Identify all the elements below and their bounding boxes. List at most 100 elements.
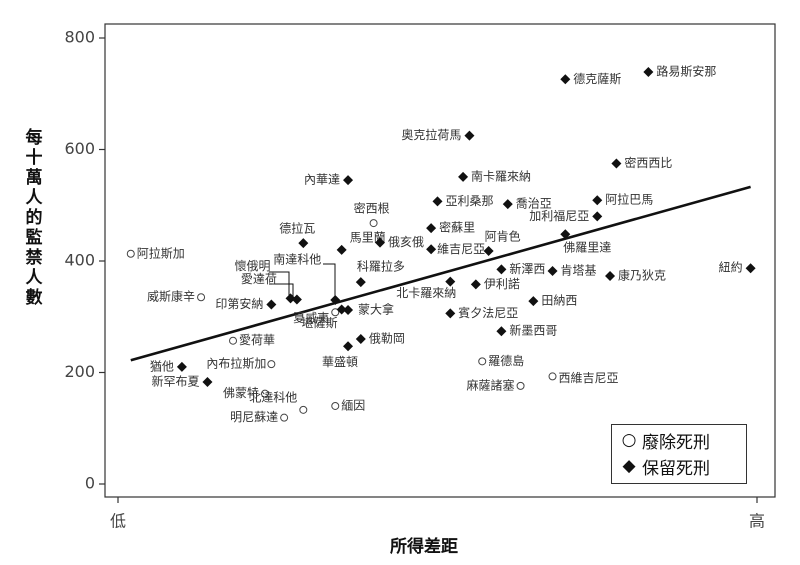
data-point-filled: [374, 237, 385, 248]
data-point-filled: [330, 295, 341, 306]
point-label: 奧克拉荷馬: [401, 127, 461, 142]
y-tick-label: 600: [64, 139, 95, 158]
data-point-open: [280, 413, 289, 422]
point-label: 密西西比: [624, 155, 672, 170]
point-label: 南卡羅來納: [471, 168, 531, 183]
point-label: 西維吉尼亞: [559, 371, 619, 385]
x-axis-label: 所得差距: [390, 537, 458, 557]
point-label: 田納西: [541, 294, 577, 308]
y-axis-label: 每十萬人的監禁人數: [25, 128, 43, 308]
point-label: 堪薩斯: [302, 316, 338, 330]
point-label: 密蘇里: [439, 220, 475, 235]
point-label: 阿肯色: [485, 229, 521, 243]
x-tick-label: 低: [110, 512, 126, 531]
legend-label-abolished: 廢除死刑: [642, 432, 710, 453]
data-point-filled: [426, 244, 437, 255]
data-point-filled: [592, 211, 603, 222]
data-point-filled: [483, 245, 494, 256]
point-label: 愛荷華: [239, 333, 275, 347]
point-label: 喬治亞: [516, 197, 552, 211]
point-label: 夏威夷: [293, 310, 329, 325]
point-label: 麻薩諸塞: [467, 377, 515, 392]
data-point-filled: [496, 326, 507, 337]
point-label: 蒙大拿: [358, 302, 394, 317]
point-label: 北卡羅來納: [396, 286, 456, 300]
point-label: 俄勒岡: [369, 332, 405, 346]
data-point-open: [260, 389, 269, 398]
point-label: 維吉尼亞: [437, 242, 485, 256]
data-point-filled: [458, 171, 469, 182]
point-label: 緬因: [341, 398, 365, 412]
data-point-filled: [560, 74, 571, 85]
point-label: 內華達: [304, 173, 340, 187]
open-circle-icon: ○: [621, 430, 637, 450]
data-point-filled: [298, 238, 309, 249]
data-point-filled: [560, 229, 571, 240]
point-label: 華盛頓: [322, 354, 358, 369]
data-point-open: [331, 308, 340, 317]
data-point-filled: [266, 299, 277, 310]
legend-label-retained: 保留死刑: [642, 458, 710, 479]
data-point-filled: [432, 196, 443, 207]
y-tick-label: 800: [64, 28, 95, 47]
data-point-filled: [343, 305, 354, 316]
data-point-filled: [355, 334, 366, 345]
data-point-open: [299, 405, 308, 414]
point-label: 威斯康辛: [147, 289, 195, 304]
data-point-filled: [464, 130, 475, 141]
legend-item-abolished: ○ 廢除死刑: [620, 429, 710, 453]
legend: ○ 廢除死刑 ◆ 保留死刑: [611, 424, 747, 484]
point-label: 亞利桑那: [446, 194, 494, 208]
leader-line: [269, 283, 294, 300]
data-point-filled: [547, 266, 558, 277]
data-point-filled: [202, 376, 213, 387]
point-label: 賓夕法尼亞: [458, 305, 518, 320]
point-label: 佛蒙特: [223, 385, 259, 400]
data-point-filled: [592, 195, 603, 206]
point-label: 印第安納: [215, 296, 263, 311]
data-point-filled: [528, 296, 539, 307]
data-point-filled: [343, 175, 354, 186]
data-point-filled: [445, 308, 456, 319]
point-label: 科羅拉多: [357, 259, 405, 274]
point-label: 羅德島: [488, 353, 524, 368]
data-point-filled: [611, 158, 622, 169]
y-tick-label: 0: [85, 474, 95, 493]
data-point-open: [267, 360, 276, 369]
data-point-open: [478, 357, 487, 366]
point-label: 佛羅里達: [563, 241, 611, 255]
point-label: 伊利諾: [484, 276, 520, 291]
point-label: 德克薩斯: [573, 71, 621, 86]
point-label: 加利福尼亞: [529, 208, 589, 223]
y-tick-label: 200: [64, 362, 95, 381]
data-point-filled: [426, 223, 437, 234]
data-point-open: [548, 372, 557, 381]
data-point-open: [516, 381, 525, 390]
data-point-open: [369, 219, 378, 228]
data-point-filled: [470, 279, 481, 290]
data-point-filled: [745, 263, 756, 274]
point-label: 愛達荷: [241, 272, 277, 286]
point-label: 德拉瓦: [279, 221, 315, 236]
data-point-filled: [176, 361, 187, 372]
data-point-filled: [605, 271, 616, 282]
point-label: 俄亥俄: [388, 235, 424, 249]
legend-item-retained: ◆ 保留死刑: [620, 455, 710, 479]
point-label: 新罕布夏: [151, 373, 199, 388]
leader-line: [269, 271, 290, 300]
data-point-filled: [336, 304, 347, 315]
data-point-filled: [336, 244, 347, 255]
point-label: 內布拉斯加: [206, 356, 266, 371]
data-point-open: [331, 401, 340, 410]
data-point-filled: [285, 293, 296, 304]
data-point-filled: [445, 276, 456, 287]
x-tick-label: 高: [749, 512, 765, 531]
data-point-open: [126, 249, 135, 258]
y-tick-label: 400: [64, 251, 95, 270]
data-point-filled: [496, 264, 507, 275]
leader-line: [323, 263, 336, 298]
filled-diamond-icon: ◆: [622, 456, 636, 476]
point-label: 阿拉巴馬: [605, 192, 653, 207]
data-point-open: [229, 336, 238, 345]
